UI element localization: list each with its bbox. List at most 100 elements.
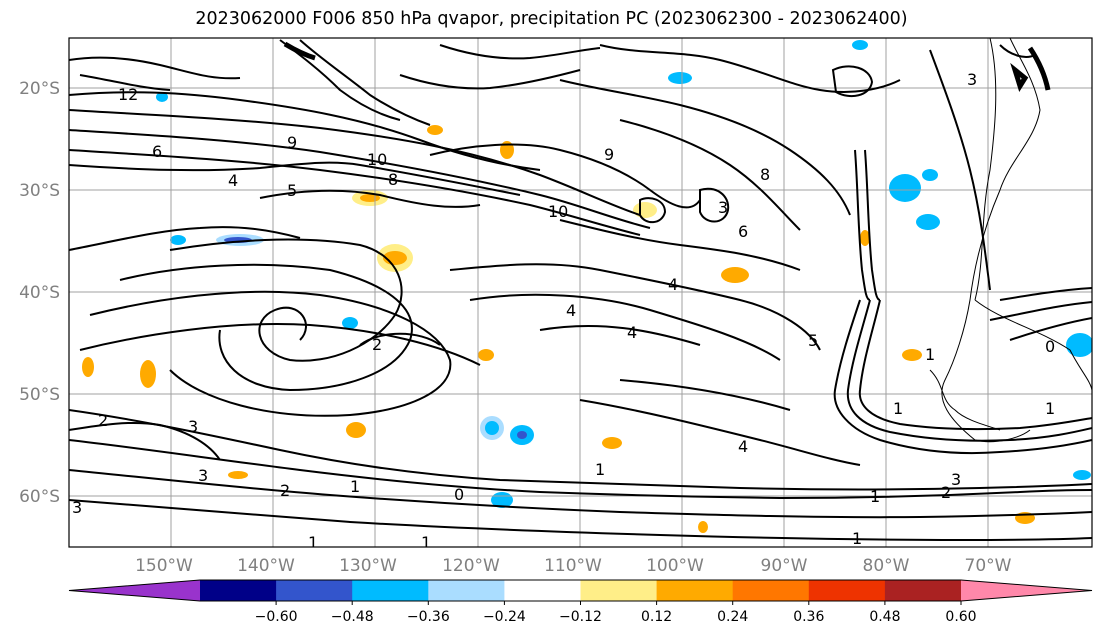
colorbar-outline (68, 579, 1093, 602)
contour-label: 8 (388, 170, 398, 189)
colorbar-tick-label: 0.48 (869, 609, 900, 625)
qvapor-heavy-lines (283, 41, 1051, 92)
colorbar-tick-label: 0.36 (793, 609, 824, 625)
contour-label: 4 (228, 171, 238, 190)
colorbar-tick-label: −0.24 (483, 609, 526, 625)
lat-label-40s: 40°S (19, 283, 60, 303)
contour-label: 10 (367, 150, 387, 169)
precip-blob (82, 357, 94, 377)
precip-blob (346, 422, 366, 438)
lon-label-70w: 70°W (965, 556, 1012, 576)
precip-blob (916, 214, 940, 230)
precip-blob (1073, 470, 1091, 480)
contour-label: 2 (372, 335, 382, 354)
colorbar-segment (504, 580, 581, 601)
contour-label: 1 (893, 399, 903, 418)
contour-label: 1 (925, 345, 935, 364)
contour-label: 4 (627, 323, 637, 342)
latitude-labels: 20°S 30°S 40°S 50°S 60°S (19, 79, 60, 507)
lon-label-130w: 130°W (339, 556, 397, 576)
lon-label-120w: 120°W (442, 556, 500, 576)
precip-blob (602, 437, 622, 449)
colorbar-segment (200, 580, 277, 601)
contour-label: 3 (72, 498, 82, 517)
lon-label-80w: 80°W (863, 556, 910, 576)
contour-label: 4 (566, 301, 576, 320)
contour-label: 3 (198, 466, 208, 485)
colorbar-tick-label: 0.60 (945, 609, 976, 625)
contour-label: 8 (760, 165, 770, 184)
precip-blob (852, 40, 868, 50)
precip-blob (228, 471, 248, 479)
colorbar-segment (732, 580, 810, 601)
colorbar-tick-label: −0.36 (407, 609, 450, 625)
map-frame (68, 37, 1093, 548)
colorbar-segment (352, 580, 429, 601)
lat-label-50s: 50°S (19, 385, 60, 405)
coastline (929, 38, 1092, 443)
contour-label: 2 (98, 411, 108, 430)
precip-blob (922, 169, 938, 181)
qvapor-contours (69, 39, 1092, 542)
graticule (69, 38, 1092, 547)
contour-label: 3 (967, 70, 977, 89)
colorbar-ticks: −0.60 −0.48 −0.36 −0.24 −0.12 0.12 0.24 0.36 0.4… (255, 601, 977, 625)
contour-label: 5 (808, 331, 818, 350)
colorbar-tick-label: −0.48 (331, 609, 374, 625)
contour-label: 10 (548, 202, 568, 221)
contour-label: 1 (421, 533, 431, 552)
colorbar-segment (884, 580, 962, 601)
colorbar-segment (580, 580, 658, 601)
colorbar-segment (808, 580, 886, 601)
contour-label: 12 (118, 85, 138, 104)
lon-label-150w: 150°W (135, 556, 193, 576)
contour-label: 3 (718, 198, 728, 217)
contour-label: 0 (1045, 337, 1055, 356)
colorbar-extend-max (961, 580, 1092, 601)
contour-label: 9 (287, 133, 297, 152)
precip-anomaly-fills (82, 40, 1092, 533)
lon-label-140w: 140°W (237, 556, 295, 576)
colorbar-segment (428, 580, 505, 601)
colorbar: −0.60 −0.48 −0.36 −0.24 −0.12 0.12 0.24 0.36 0.4… (68, 579, 1093, 625)
precip-blob (721, 267, 749, 283)
contour-label: 5 (287, 181, 297, 200)
contour-label: 2 (941, 483, 951, 502)
precip-blob (889, 174, 921, 202)
contour-label: 1 (595, 460, 605, 479)
lat-label-30s: 30°S (19, 181, 60, 201)
colorbar-extend-min (69, 580, 200, 601)
precip-blob (1066, 333, 1092, 357)
contour-label: 9 (604, 145, 614, 164)
precip-blob (170, 235, 186, 245)
contour-label: 2 (280, 481, 290, 500)
contour-label: 6 (738, 222, 748, 241)
contour-label: 3 (188, 417, 198, 436)
lon-label-110w: 110°W (544, 556, 602, 576)
precip-blob (156, 92, 168, 102)
lat-label-60s: 60°S (19, 487, 60, 507)
contour-label: 6 (152, 142, 162, 161)
precip-blob (633, 202, 657, 218)
colorbar-tick-label: −0.60 (255, 609, 298, 625)
colorbar-segment (656, 580, 734, 601)
map-title: 2023062000 F006 850 hPa qvapor, precipit… (195, 9, 908, 29)
lat-label-20s: 20°S (19, 79, 60, 99)
colorbar-segments (69, 580, 1092, 601)
contour-label: 1 (870, 487, 880, 506)
colorbar-tick-label: −0.12 (559, 609, 602, 625)
contour-label: 4 (668, 275, 678, 294)
precip-blob (485, 421, 499, 435)
colorbar-tick-label: 0.24 (717, 609, 748, 625)
precip-blob (478, 349, 494, 361)
contour-label-group: 12 9 6 4 5 10 8 9 10 8 3 6 5 4 2 3 4 4 2… (72, 70, 1055, 552)
precip-blob (427, 125, 443, 135)
contour-label: 4 (738, 437, 748, 456)
precip-blob (517, 431, 527, 439)
precip-blob (860, 230, 870, 246)
precip-blob (698, 521, 708, 533)
precip-blob (902, 349, 922, 361)
contour-label: 1 (350, 477, 360, 496)
lon-label-90w: 90°W (761, 556, 808, 576)
